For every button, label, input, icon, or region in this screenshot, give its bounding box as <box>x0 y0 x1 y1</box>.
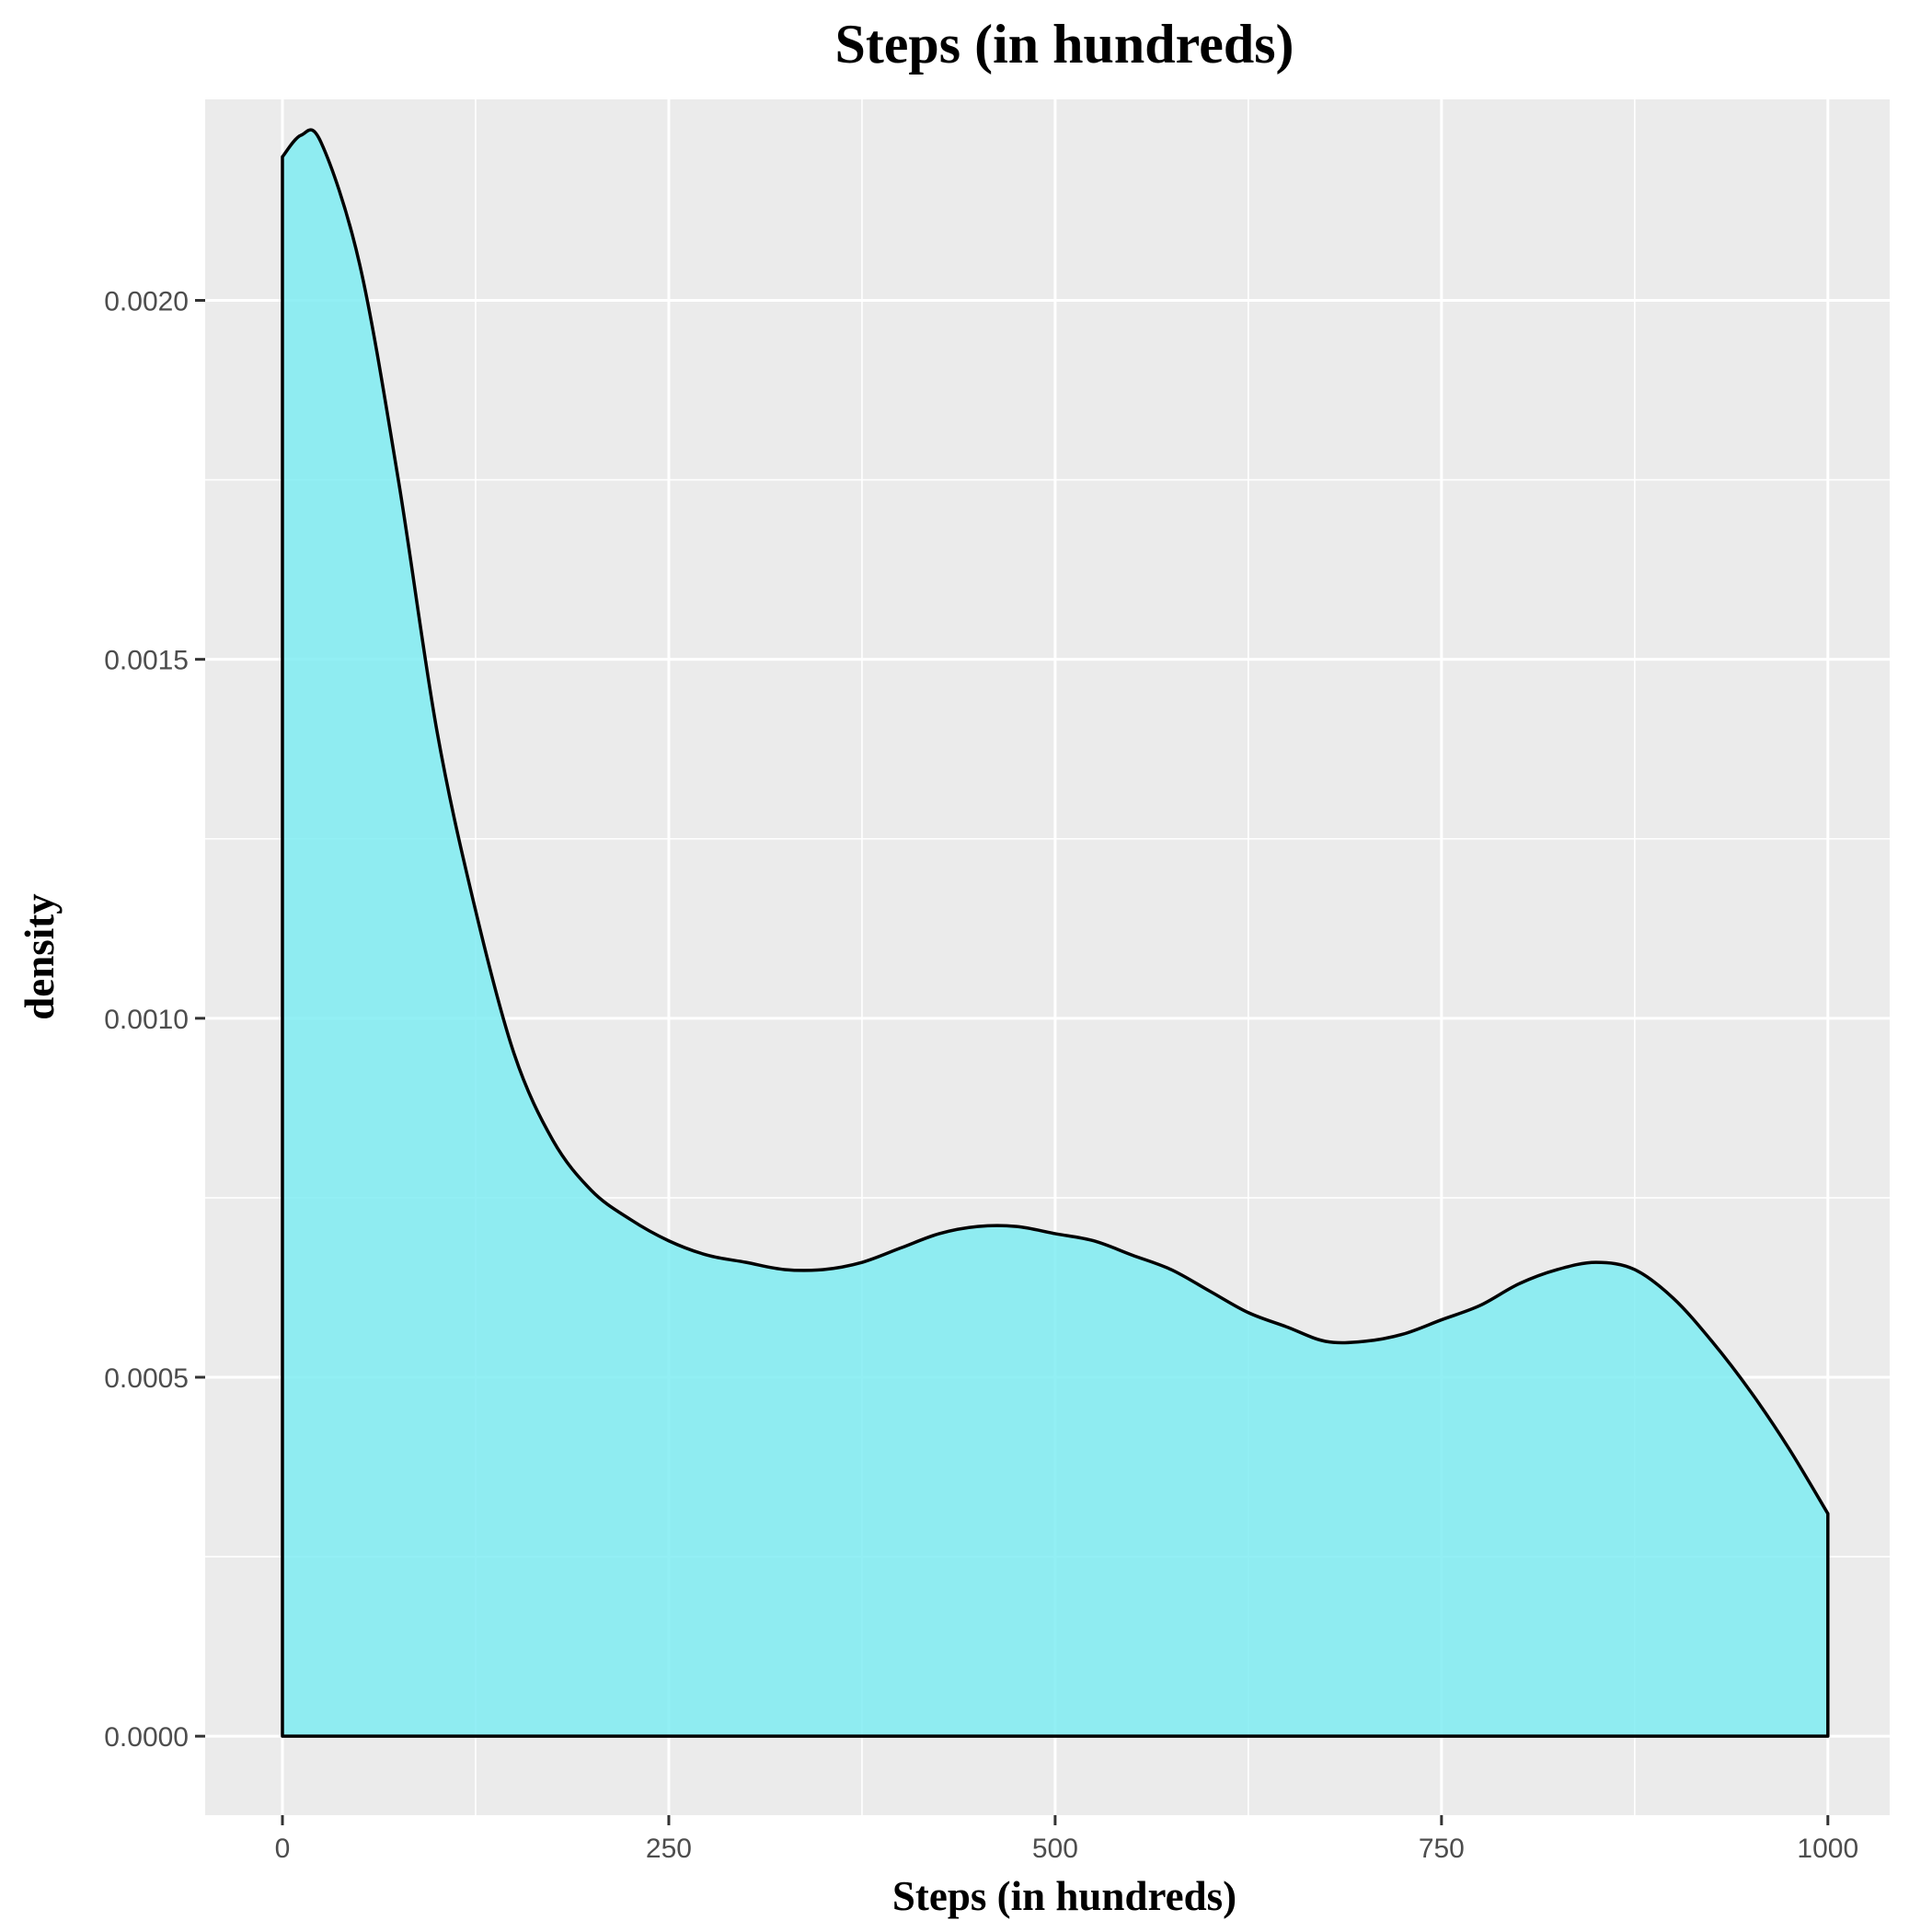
x-tick-label: 0 <box>275 1834 291 1864</box>
y-tick-label: 0.0000 <box>104 1722 189 1753</box>
x-axis-ticks: 0 250 500 750 1000 <box>275 1815 1858 1864</box>
minor-gridlines <box>205 99 1890 1815</box>
y-tick-label: 0.0015 <box>104 646 189 676</box>
y-axis-ticks: 0.0000 0.0005 0.0010 0.0015 0.0020 <box>104 286 205 1753</box>
x-axis-title: Steps (in hundreds) <box>892 1873 1236 1919</box>
x-tick-label: 250 <box>646 1834 692 1864</box>
x-tick-label: 500 <box>1032 1834 1078 1864</box>
density-line <box>281 128 1830 1738</box>
y-tick-label: 0.0005 <box>104 1363 189 1394</box>
density-area <box>282 130 1828 1737</box>
x-tick-label: 1000 <box>1797 1834 1858 1864</box>
y-tick-label: 0.0010 <box>104 1005 189 1035</box>
y-axis-title: density <box>17 893 63 1020</box>
y-tick-label: 0.0020 <box>104 286 189 316</box>
chart-title: Steps (in hundreds) <box>834 14 1294 75</box>
x-tick-label: 750 <box>1419 1834 1465 1864</box>
